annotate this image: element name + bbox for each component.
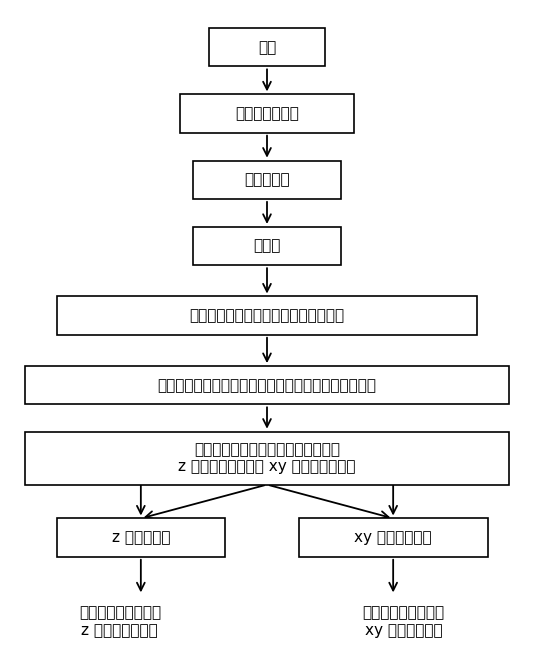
Text: 激光视觉传感器: 激光视觉传感器 <box>235 106 299 121</box>
FancyBboxPatch shape <box>57 297 477 335</box>
Text: 工控机: 工控机 <box>253 238 281 254</box>
FancyBboxPatch shape <box>25 366 509 405</box>
FancyBboxPatch shape <box>193 160 341 199</box>
Text: 将焊缝空间曲线划分为，无数个空间小直线段进行控制: 将焊缝空间曲线划分为，无数个空间小直线段进行控制 <box>158 378 376 393</box>
FancyBboxPatch shape <box>57 519 225 557</box>
Text: 识别每小段焊缝轨迹
z 轴运动控制参数: 识别每小段焊缝轨迹 z 轴运动控制参数 <box>78 605 161 638</box>
Text: 拟合每小段焊缝轨迹
xy 平面小段直线: 拟合每小段焊缝轨迹 xy 平面小段直线 <box>363 605 445 638</box>
FancyBboxPatch shape <box>209 28 325 66</box>
Text: 分段式识别焊缝轨迹，分段式运动控制: 分段式识别焊缝轨迹，分段式运动控制 <box>190 308 344 323</box>
Text: 图像采集卡: 图像采集卡 <box>244 172 290 187</box>
Text: z 轴运动控制: z 轴运动控制 <box>112 530 170 545</box>
FancyBboxPatch shape <box>299 519 488 557</box>
FancyBboxPatch shape <box>193 227 341 265</box>
Text: xy 平面运动控制: xy 平面运动控制 <box>355 530 432 545</box>
FancyBboxPatch shape <box>25 431 509 484</box>
FancyBboxPatch shape <box>180 95 354 133</box>
Text: 焊缝: 焊缝 <box>258 40 276 55</box>
Text: 将每个无数个空间小直线段再划分为
z 轴方向运动控制和 xy 平面内运动控制: 将每个无数个空间小直线段再划分为 z 轴方向运动控制和 xy 平面内运动控制 <box>178 442 356 474</box>
